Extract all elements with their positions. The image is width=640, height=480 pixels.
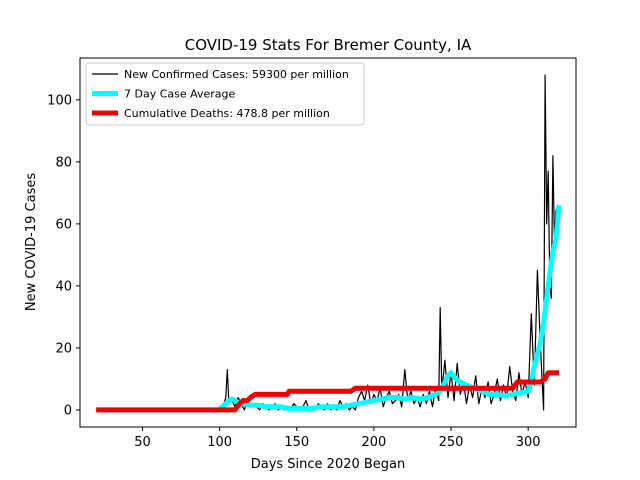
- chart-title: COVID-19 Stats For Bremer County, IA: [185, 36, 472, 54]
- y-axis-ticks: 0 20 40 60 80 100: [47, 93, 80, 418]
- x-tick-label: 100: [207, 435, 232, 450]
- y-tick-label: 100: [47, 93, 72, 108]
- x-tick-label: 150: [284, 435, 309, 450]
- plot-frame: [79, 57, 577, 428]
- y-tick-label: 60: [55, 217, 72, 232]
- x-axis-label: Days Since 2020 Began: [251, 457, 406, 472]
- y-tick-label: 40: [55, 279, 72, 294]
- y-tick-label: 80: [55, 155, 72, 170]
- x-tick-label: 300: [516, 435, 541, 450]
- series-line-2: [218, 205, 562, 411]
- x-axis-ticks: 50 100 150 200 250 300: [134, 427, 541, 450]
- y-tick-label: 0: [64, 403, 72, 418]
- legend: New Confirmed Cases: 59300 per million 7 …: [85, 62, 365, 126]
- series-layer: [96, 74, 562, 413]
- series-line-3: [96, 370, 559, 413]
- legend-label-1: New Confirmed Cases: 59300 per million: [124, 68, 349, 81]
- legend-label-3: Cumulative Deaths: 478.8 per million: [124, 107, 330, 120]
- x-tick-label: 200: [361, 435, 386, 450]
- y-tick-label: 20: [55, 341, 72, 356]
- legend-box: [85, 62, 365, 126]
- legend-label-2: 7 Day Case Average: [124, 88, 236, 101]
- x-tick-label: 50: [134, 435, 151, 450]
- x-tick-label: 250: [439, 435, 464, 450]
- y-axis-label: New COVID-19 Cases: [24, 173, 39, 311]
